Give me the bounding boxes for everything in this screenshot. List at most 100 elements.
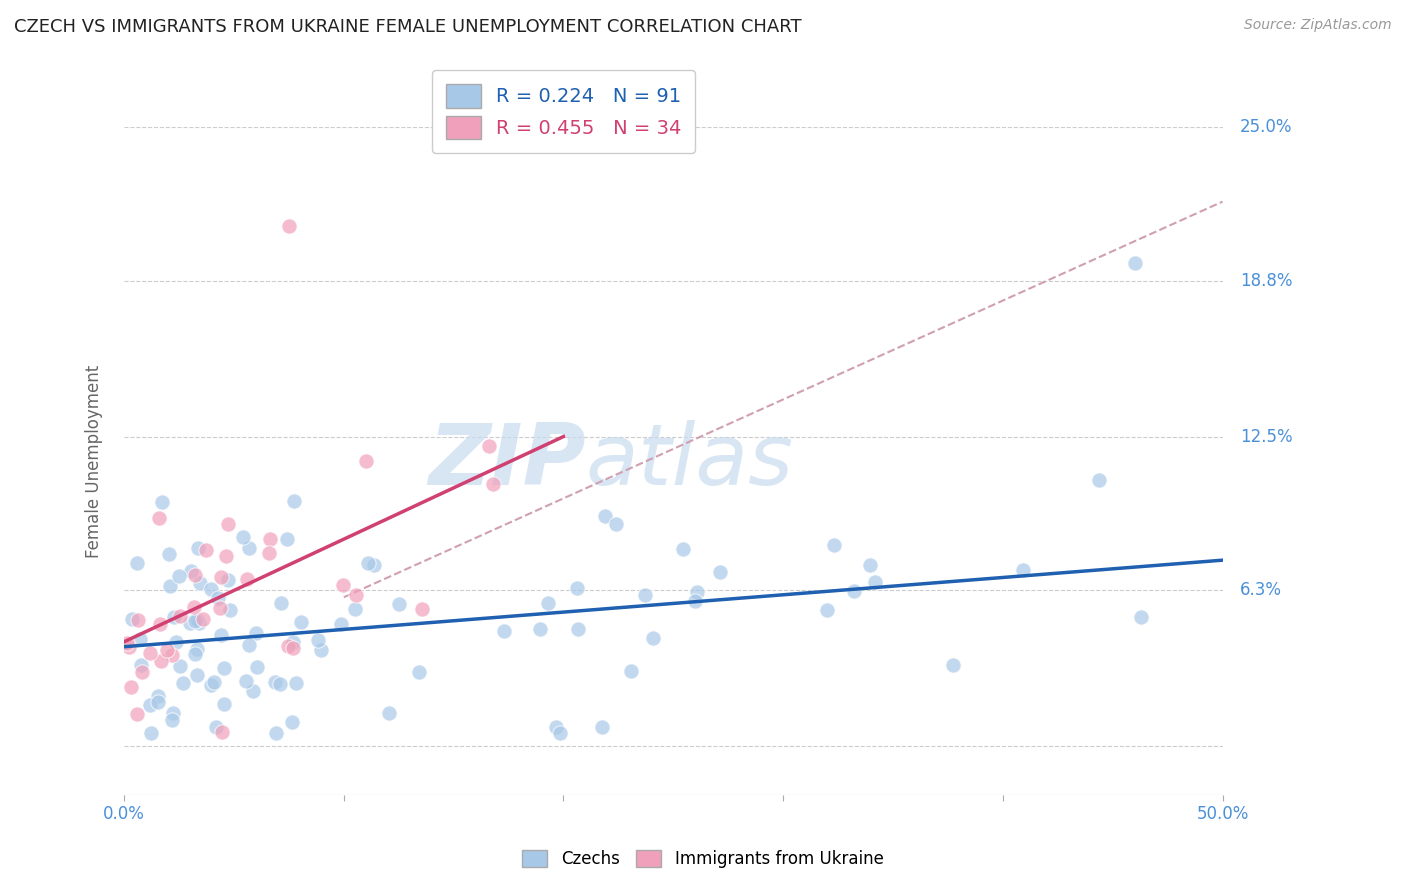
Point <box>207 591 229 605</box>
Point <box>211 724 233 739</box>
Point <box>842 583 865 598</box>
Point <box>537 596 560 610</box>
Point <box>411 602 433 616</box>
Point <box>165 635 187 649</box>
Point <box>149 617 172 632</box>
Point <box>163 609 186 624</box>
Point <box>188 616 211 631</box>
Point <box>184 567 207 582</box>
Point <box>1012 563 1035 577</box>
Point <box>125 556 148 570</box>
Point <box>242 684 264 698</box>
Point <box>120 680 142 694</box>
Point <box>127 613 149 627</box>
Point <box>544 720 567 734</box>
Point <box>283 640 305 655</box>
Point <box>277 639 299 653</box>
Point <box>550 726 572 740</box>
Point <box>307 633 329 648</box>
Text: atlas: atlas <box>585 420 793 503</box>
Point <box>593 508 616 523</box>
Point <box>209 570 232 584</box>
Point <box>159 578 181 592</box>
Point <box>127 707 149 722</box>
Point <box>863 574 886 589</box>
Point <box>187 541 209 556</box>
Point <box>685 584 707 599</box>
Point <box>685 594 707 608</box>
Point <box>363 558 385 573</box>
Point <box>146 689 169 703</box>
Point <box>823 538 845 552</box>
Point <box>388 597 411 611</box>
Point <box>567 581 589 595</box>
Point <box>567 622 589 636</box>
Point <box>283 493 305 508</box>
Point <box>138 698 160 712</box>
Point <box>169 659 191 673</box>
Point <box>156 642 179 657</box>
Point <box>212 660 235 674</box>
Point <box>643 632 665 646</box>
Point <box>183 599 205 614</box>
Point <box>209 628 232 642</box>
Point <box>188 575 211 590</box>
Point <box>329 616 352 631</box>
Point <box>194 543 217 558</box>
Point <box>672 542 695 557</box>
Point <box>276 532 298 546</box>
Point <box>709 565 731 579</box>
Point <box>529 622 551 636</box>
Point <box>478 439 501 453</box>
Point <box>232 530 254 544</box>
Point <box>184 647 207 661</box>
Point <box>217 574 239 588</box>
Point <box>343 602 366 616</box>
Point <box>169 608 191 623</box>
Point <box>285 675 308 690</box>
Point <box>357 556 380 570</box>
Point <box>212 697 235 711</box>
Point <box>269 677 291 691</box>
Text: 12.5%: 12.5% <box>1240 427 1292 445</box>
Point <box>257 546 280 560</box>
Point <box>148 695 170 709</box>
Point <box>138 646 160 660</box>
Point <box>117 636 139 650</box>
Legend: Czechs, Immigrants from Ukraine: Czechs, Immigrants from Ukraine <box>516 843 890 875</box>
Point <box>200 678 222 692</box>
Point <box>118 640 141 654</box>
Point <box>344 589 367 603</box>
Point <box>149 654 172 668</box>
Y-axis label: Female Unemployment: Female Unemployment <box>86 365 103 558</box>
Text: ZIP: ZIP <box>427 420 585 503</box>
Point <box>942 658 965 673</box>
Text: 6.3%: 6.3% <box>1240 581 1282 599</box>
Point <box>169 569 191 583</box>
Point <box>311 643 333 657</box>
Point <box>186 613 208 627</box>
Point <box>160 713 183 727</box>
Text: 25.0%: 25.0% <box>1240 119 1292 136</box>
Point <box>215 549 238 563</box>
Point <box>218 603 240 617</box>
Point <box>280 714 302 729</box>
Point <box>121 612 143 626</box>
Point <box>184 614 207 628</box>
Point <box>157 547 180 561</box>
Point <box>494 624 516 639</box>
Point <box>172 676 194 690</box>
Point <box>1087 473 1109 487</box>
Point <box>238 638 260 652</box>
Point <box>263 674 285 689</box>
Point <box>162 648 184 662</box>
Point <box>235 674 257 689</box>
Point <box>238 541 260 556</box>
Point <box>150 495 173 509</box>
Point <box>859 558 882 572</box>
Point <box>591 720 613 734</box>
Point <box>180 564 202 578</box>
Point <box>332 578 354 592</box>
Point <box>277 219 299 234</box>
Point <box>186 668 208 682</box>
